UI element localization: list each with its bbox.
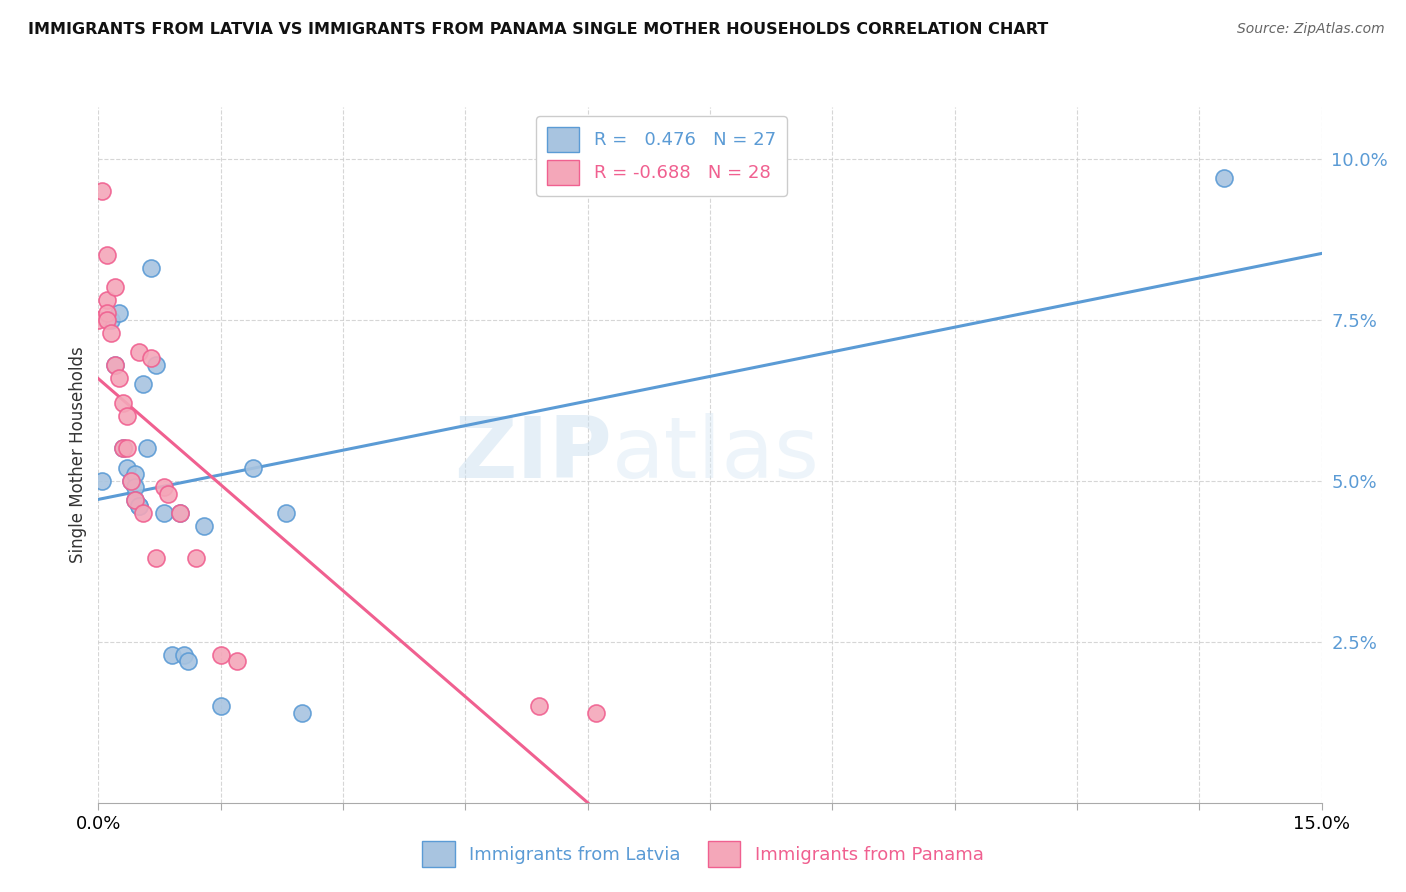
Point: [96, 312, 118, 326]
Point: [91, 474, 114, 488]
Point: [152, 480, 174, 494]
Point: [242, 460, 264, 475]
Point: [141, 261, 163, 276]
Point: [209, 699, 232, 714]
Point: [274, 506, 297, 520]
Point: [124, 493, 146, 508]
Point: [120, 474, 142, 488]
Point: [111, 442, 134, 456]
Point: [209, 648, 232, 662]
Point: [115, 460, 138, 475]
Point: [124, 467, 146, 482]
Point: [169, 506, 191, 520]
Text: atlas: atlas: [612, 413, 820, 497]
Point: [128, 500, 150, 514]
Text: Source: ZipAtlas.com: Source: ZipAtlas.com: [1237, 22, 1385, 37]
Point: [173, 648, 195, 662]
Point: [136, 442, 159, 456]
Text: IMMIGRANTS FROM LATVIA VS IMMIGRANTS FROM PANAMA SINGLE MOTHER HOUSEHOLDS CORREL: IMMIGRANTS FROM LATVIA VS IMMIGRANTS FRO…: [28, 22, 1049, 37]
Point: [1212, 170, 1234, 185]
Point: [108, 306, 131, 320]
Point: [141, 351, 163, 366]
Point: [152, 506, 174, 520]
Point: [96, 248, 118, 262]
Point: [145, 551, 167, 566]
Point: [291, 706, 314, 720]
Point: [132, 506, 155, 520]
Point: [124, 480, 146, 494]
Point: [124, 493, 146, 508]
Text: ZIP: ZIP: [454, 413, 612, 497]
Point: [104, 358, 127, 372]
Point: [160, 648, 183, 662]
Point: [96, 306, 118, 320]
Point: [156, 486, 179, 500]
Point: [115, 409, 138, 424]
Point: [193, 518, 215, 533]
Point: [115, 442, 138, 456]
Point: [91, 184, 114, 198]
Point: [104, 280, 127, 294]
Point: [100, 326, 122, 340]
Point: [108, 370, 131, 384]
Point: [132, 377, 155, 392]
Point: [96, 293, 118, 308]
Legend: Immigrants from Latvia, Immigrants from Panama: Immigrants from Latvia, Immigrants from …: [415, 834, 991, 874]
Point: [585, 706, 607, 720]
Point: [111, 442, 134, 456]
Point: [186, 551, 208, 566]
Point: [100, 312, 122, 326]
Point: [120, 474, 142, 488]
Point: [111, 396, 134, 410]
Y-axis label: Single Mother Households: Single Mother Households: [69, 347, 87, 563]
Point: [104, 358, 127, 372]
Point: [87, 312, 110, 326]
Point: [128, 500, 150, 514]
Point: [128, 344, 150, 359]
Point: [527, 699, 550, 714]
Point: [145, 358, 167, 372]
Point: [177, 654, 200, 668]
Legend: R =   0.476   N = 27, R = -0.688   N = 28: R = 0.476 N = 27, R = -0.688 N = 28: [536, 116, 786, 196]
Point: [169, 506, 191, 520]
Point: [226, 654, 249, 668]
